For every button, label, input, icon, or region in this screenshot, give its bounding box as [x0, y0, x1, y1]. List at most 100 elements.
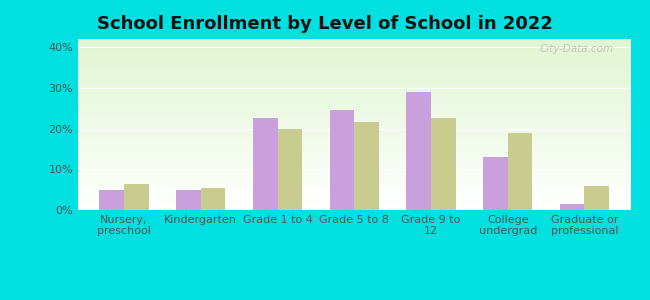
- Bar: [78, 54, 630, 55]
- Bar: [78, 114, 630, 115]
- Bar: [78, 99, 630, 100]
- Bar: [78, 129, 630, 130]
- Bar: [78, 58, 630, 59]
- Bar: [253, 118, 278, 210]
- Bar: [78, 201, 630, 202]
- Bar: [78, 117, 630, 118]
- Bar: [78, 80, 630, 81]
- Bar: [78, 175, 630, 176]
- Bar: [78, 74, 630, 75]
- Bar: [78, 123, 630, 124]
- Bar: [78, 150, 630, 151]
- Bar: [78, 140, 630, 141]
- Bar: [78, 161, 630, 162]
- Bar: [78, 160, 630, 161]
- Bar: [78, 41, 630, 42]
- Bar: [78, 48, 630, 49]
- Bar: [78, 72, 630, 73]
- Bar: [508, 133, 532, 210]
- Bar: [78, 204, 630, 205]
- Bar: [78, 159, 630, 160]
- Bar: [78, 128, 630, 129]
- Bar: [78, 57, 630, 58]
- Bar: [78, 105, 630, 106]
- Bar: [483, 157, 508, 210]
- Bar: [78, 65, 630, 66]
- Bar: [78, 195, 630, 196]
- Bar: [78, 45, 630, 46]
- Bar: [78, 63, 630, 64]
- Bar: [78, 125, 630, 126]
- Bar: [78, 186, 630, 187]
- Bar: [78, 189, 630, 190]
- Bar: [78, 205, 630, 206]
- Bar: [78, 193, 630, 194]
- Bar: [78, 103, 630, 104]
- Bar: [78, 52, 630, 53]
- Bar: [78, 143, 630, 144]
- Bar: [78, 104, 630, 105]
- Bar: [78, 166, 630, 167]
- Bar: [78, 130, 630, 131]
- Bar: [78, 79, 630, 80]
- Bar: [201, 188, 226, 210]
- Bar: [406, 92, 431, 210]
- Bar: [78, 43, 630, 44]
- Bar: [78, 107, 630, 108]
- Bar: [78, 174, 630, 175]
- Bar: [78, 100, 630, 101]
- Bar: [78, 97, 630, 98]
- Bar: [78, 138, 630, 139]
- Bar: [78, 203, 630, 204]
- Bar: [78, 73, 630, 74]
- Bar: [78, 113, 630, 114]
- Bar: [78, 81, 630, 82]
- Bar: [78, 171, 630, 172]
- Bar: [78, 66, 630, 67]
- Bar: [78, 133, 630, 134]
- Bar: [78, 176, 630, 177]
- Bar: [78, 90, 630, 91]
- Bar: [78, 46, 630, 47]
- Bar: [431, 118, 456, 210]
- Bar: [78, 209, 630, 210]
- Bar: [78, 188, 630, 189]
- Bar: [78, 173, 630, 174]
- Bar: [78, 111, 630, 112]
- Bar: [78, 53, 630, 54]
- Bar: [78, 119, 630, 120]
- Bar: [78, 76, 630, 77]
- Bar: [78, 163, 630, 164]
- Bar: [78, 190, 630, 191]
- Bar: [78, 112, 630, 113]
- Bar: [78, 68, 630, 69]
- Bar: [78, 181, 630, 182]
- Bar: [78, 198, 630, 199]
- Bar: [78, 126, 630, 127]
- Bar: [78, 96, 630, 97]
- Bar: [78, 148, 630, 149]
- Bar: [78, 162, 630, 163]
- Bar: [78, 149, 630, 150]
- Bar: [78, 131, 630, 132]
- Bar: [78, 55, 630, 56]
- Bar: [78, 167, 630, 168]
- Bar: [78, 102, 630, 103]
- Bar: [78, 135, 630, 136]
- Bar: [124, 184, 149, 210]
- Bar: [78, 121, 630, 122]
- Bar: [78, 122, 630, 123]
- Bar: [78, 141, 630, 142]
- Bar: [78, 139, 630, 140]
- Bar: [78, 87, 630, 88]
- Bar: [78, 165, 630, 166]
- Bar: [78, 172, 630, 173]
- Bar: [78, 98, 630, 99]
- Bar: [78, 118, 630, 119]
- Bar: [78, 180, 630, 181]
- Bar: [78, 40, 630, 41]
- Bar: [78, 124, 630, 125]
- Bar: [78, 202, 630, 203]
- Bar: [99, 190, 124, 210]
- Bar: [78, 64, 630, 65]
